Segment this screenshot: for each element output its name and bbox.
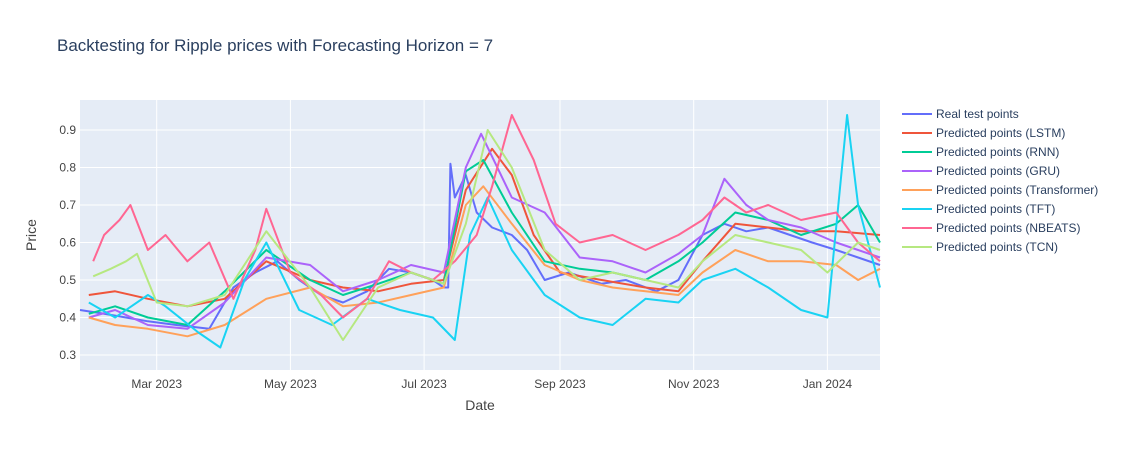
legend-item-label[interactable]: Real test points: [936, 107, 1019, 121]
legend-item-label[interactable]: Predicted points (NBEATS): [936, 221, 1081, 235]
series-line-1: [88, 147, 881, 308]
legend-item-label[interactable]: Predicted points (GRU): [936, 164, 1060, 178]
y-axis-label: Price: [23, 219, 39, 251]
y-tick-label: 0.4: [59, 311, 76, 325]
y-tick-label: 0.8: [59, 161, 76, 175]
legend: Real test points Predicted points (LSTM) P…: [902, 107, 1098, 254]
x-axis-label: Date: [465, 397, 495, 413]
x-tick-label: Sep 2023: [534, 377, 586, 391]
legend-item-label[interactable]: Predicted points (LSTM): [936, 126, 1065, 140]
y-tick-label: 0.7: [59, 198, 76, 212]
legend-item-label[interactable]: Predicted points (TCN): [936, 240, 1058, 254]
series-line-5: [88, 114, 881, 349]
x-tick-label: May 2023: [264, 377, 317, 391]
x-gridlines: [156, 100, 828, 370]
x-tick-label: Nov 2023: [668, 377, 720, 391]
series-lines: [79, 114, 881, 349]
y-tick-label: 0.9: [59, 123, 76, 137]
series-line-7: [92, 129, 881, 341]
chart-title: Backtesting for Ripple prices with Forec…: [57, 36, 493, 55]
series-line-4: [88, 185, 881, 338]
y-tick-label: 0.6: [59, 236, 76, 250]
x-tick-label: Jan 2024: [803, 377, 853, 391]
legend-item-label[interactable]: Predicted points (TFT): [936, 202, 1055, 216]
x-tick-label: Jul 2023: [401, 377, 447, 391]
y-axis-ticks: 0.3 0.4 0.5 0.6 0.7 0.8 0.9: [59, 123, 76, 362]
legend-item-label[interactable]: Predicted points (Transformer): [936, 183, 1098, 197]
x-axis-ticks: Mar 2023 May 2023 Jul 2023 Sep 2023 Nov 2023…: [131, 377, 852, 391]
y-tick-label: 0.3: [59, 348, 76, 362]
series-line-6: [92, 114, 881, 319]
x-tick-label: Mar 2023: [131, 377, 182, 391]
legend-item-label[interactable]: Predicted points (RNN): [936, 145, 1059, 159]
plot-area: [80, 100, 880, 370]
y-tick-label: 0.5: [59, 273, 76, 287]
